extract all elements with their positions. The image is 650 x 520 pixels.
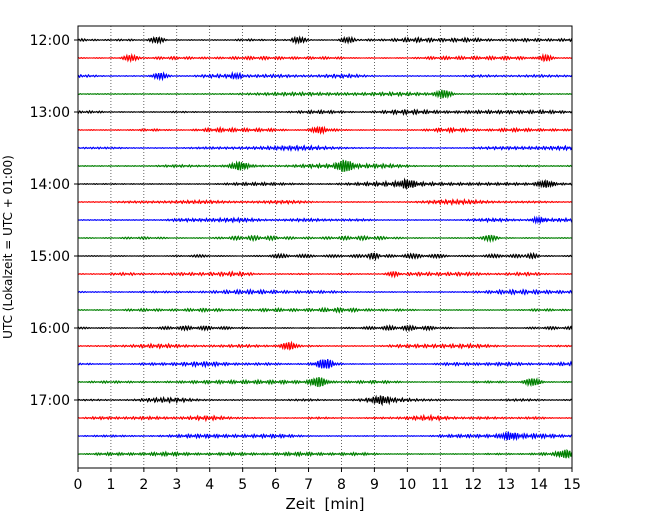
x-tick-label: 10 xyxy=(398,477,416,493)
x-tick-label: 0 xyxy=(74,477,83,493)
y-axis-label: UTC (Lokalzeit = UTC + 01:00) xyxy=(1,155,15,339)
trace-lines xyxy=(77,35,573,459)
y-tick-label: 17:00 xyxy=(30,393,70,409)
trace-line xyxy=(77,448,573,459)
trace-line xyxy=(77,144,573,152)
trace-line xyxy=(77,198,573,206)
trace-line xyxy=(77,324,573,333)
y-tick-label: 15:00 xyxy=(30,249,70,265)
trace-line xyxy=(77,251,573,262)
x-tick-label: 11 xyxy=(431,477,449,493)
x-tick-label: 1 xyxy=(106,477,115,493)
trace-line xyxy=(77,215,573,225)
x-tick-label: 4 xyxy=(205,477,214,493)
x-tick-label: 15 xyxy=(563,477,581,493)
x-tick-label: 8 xyxy=(337,477,346,493)
y-tick-label: 12:00 xyxy=(30,33,70,49)
trace-line xyxy=(77,159,573,173)
trace-line xyxy=(77,70,573,82)
trace-line xyxy=(77,413,573,423)
trace-line xyxy=(77,394,573,407)
x-axis-label: Zeit [min] xyxy=(285,495,364,513)
trace-line xyxy=(77,306,573,314)
trace-line xyxy=(77,270,573,279)
trace-line xyxy=(77,108,573,117)
plot-frame xyxy=(77,25,573,469)
x-tick-label: 7 xyxy=(304,477,313,493)
y-tick-label: 14:00 xyxy=(30,177,70,193)
trace-line xyxy=(77,52,573,64)
y-tick-label: 13:00 xyxy=(30,105,70,121)
x-tick-label: 3 xyxy=(172,477,181,493)
trace-line xyxy=(77,340,573,351)
trace-line xyxy=(77,125,573,136)
y-axis-ticks: 12:00 13:00 14:00 15:00 16:00 17:00 xyxy=(30,33,78,409)
x-axis-ticks: 0 1 2 3 4 5 6 7 8 9 10 11 12 13 14 15 xyxy=(74,468,581,493)
plot-background xyxy=(78,26,572,468)
trace-line xyxy=(77,431,573,442)
x-tick-label: 12 xyxy=(464,477,482,493)
x-tick-label: 14 xyxy=(530,477,548,493)
y-tick-label: 16:00 xyxy=(30,321,70,337)
trace-line xyxy=(77,359,573,369)
trace-line xyxy=(77,89,573,100)
x-tick-label: 13 xyxy=(497,477,515,493)
trace-line xyxy=(77,177,573,190)
x-tick-label: 2 xyxy=(139,477,148,493)
trace-line xyxy=(77,234,573,244)
trace-line xyxy=(77,288,573,296)
trace-line xyxy=(77,35,573,45)
x-tick-label: 5 xyxy=(238,477,247,493)
trace-line xyxy=(77,376,573,388)
x-tick-label: 9 xyxy=(370,477,379,493)
x-tick-label: 6 xyxy=(271,477,280,493)
